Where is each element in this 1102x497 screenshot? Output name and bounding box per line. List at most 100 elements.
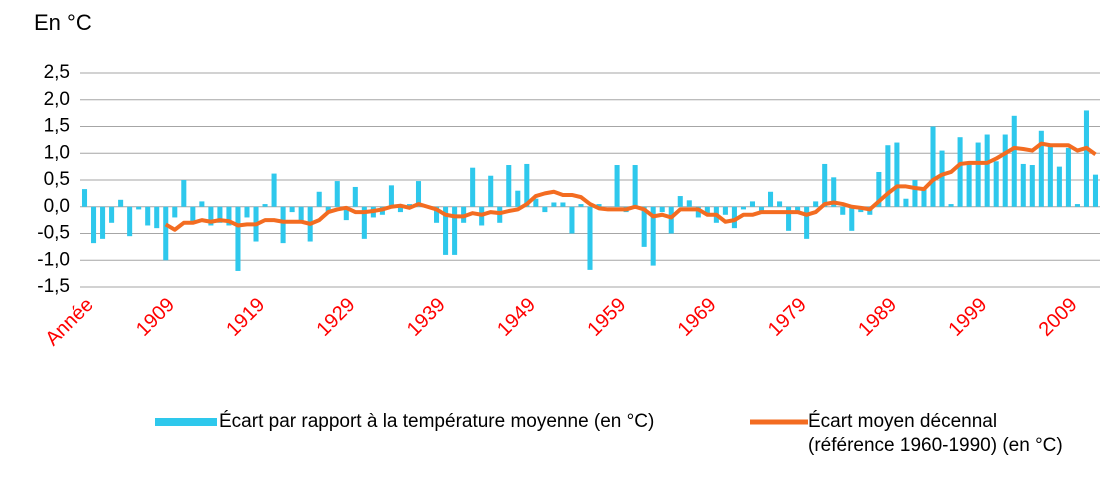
legend-label: Écart moyen décennal (référence 1960-199… [808,411,1063,456]
legend-swatch [155,418,217,426]
bar [181,180,187,207]
bar [786,206,792,231]
bar [136,206,142,210]
bar [921,188,927,207]
bar [190,206,196,223]
bar [659,206,665,213]
bar [876,171,882,207]
bar [587,206,593,270]
bar [903,198,909,207]
bar [632,165,638,207]
bar [749,201,756,207]
bar [1002,134,1008,207]
bar [415,181,422,207]
bar [1065,147,1071,207]
bar [560,202,566,207]
bar [208,206,214,226]
x-tick-label: 1939 [403,294,450,341]
chart-title: En °C [34,10,92,35]
y-tick-label: 2,0 [44,89,70,110]
x-tick-label: 1919 [222,294,269,341]
bar [81,189,88,207]
bar [1038,130,1044,207]
bar [668,206,674,234]
bar [596,204,602,207]
bar [244,206,250,218]
bar [894,142,900,207]
y-tick-label: 1,0 [44,142,70,163]
bar [434,206,440,223]
bar [343,206,349,221]
bar [1083,110,1089,207]
bar [316,191,322,207]
bar [199,201,205,207]
bar [388,185,394,207]
x-tick-label: 1969 [674,294,721,341]
bar [406,204,412,207]
bar [912,180,918,207]
bar [578,204,584,207]
bar [172,206,178,218]
x-tick-label: 1959 [583,294,630,341]
bar [470,167,476,207]
bar [118,199,124,207]
bar [361,206,367,239]
bar [289,206,295,213]
bar [804,206,810,239]
bar [822,163,828,207]
bar [849,206,855,231]
bar [1011,115,1017,207]
legend-label: Écart par rapport à la température moyen… [219,411,655,432]
bar [280,206,286,244]
bar [758,206,765,213]
bar [722,206,728,215]
bar [740,206,746,210]
bar [695,206,701,218]
bar [1029,165,1035,207]
bar [1020,163,1026,207]
bar [533,198,539,207]
bar [813,201,819,207]
bar [154,206,160,229]
bar [1056,166,1062,207]
x-tick-label: 1909 [132,294,179,341]
y-tick-label: -1,5 [37,276,70,297]
bar [524,163,530,207]
y-tick-label: 0,5 [44,169,70,190]
x-tick-label: 1999 [944,294,991,341]
bar [957,137,963,207]
x-tick-label: 2009 [1035,294,1082,341]
x-tick-label: Année [41,294,97,350]
bar [298,206,304,223]
bar [569,206,575,234]
bar [1092,174,1099,207]
bar [704,206,710,215]
bar [515,190,521,207]
y-tick-label: -1,0 [37,249,70,270]
bar [948,204,954,207]
y-tick-label: 0,0 [44,196,70,217]
bar [226,206,232,226]
bar [731,206,737,229]
bar [217,206,223,223]
bar [100,206,106,239]
bar [235,206,241,271]
bar [506,165,512,207]
x-tick-label: 1949 [493,294,540,341]
bar [677,196,683,207]
bar [650,206,656,266]
bar [271,173,277,207]
bar [795,206,801,213]
bar [334,181,340,207]
bar [443,206,449,255]
bar [325,206,331,213]
bar [777,201,783,207]
bar [262,204,268,207]
x-tick-label: 1929 [313,294,360,341]
y-tick-label: 2,5 [44,62,70,83]
bar [551,202,557,207]
bar [831,177,837,207]
bar [930,126,936,207]
